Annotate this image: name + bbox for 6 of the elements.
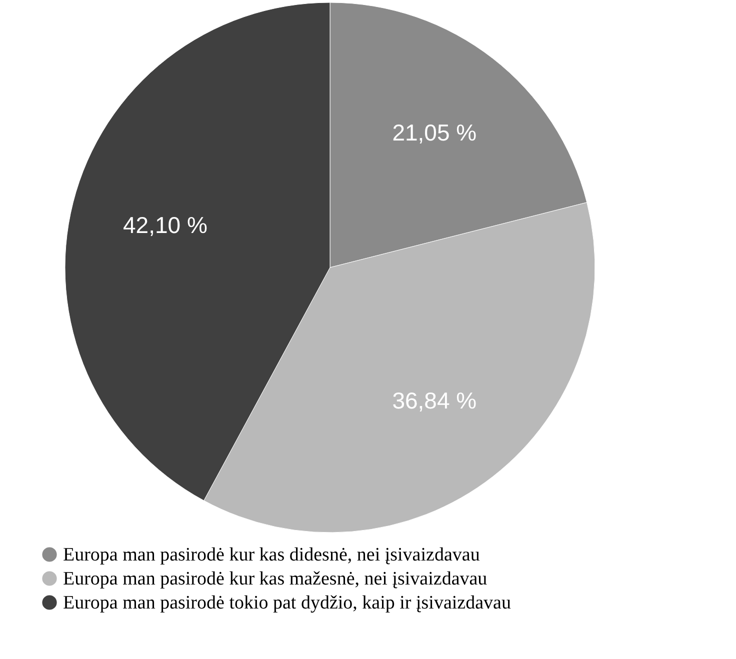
legend-label: Europa man pasirodė tokio pat dydžio, kaip ir įsivaizdavau: [63, 592, 512, 614]
data-label: 42,10 %: [123, 212, 208, 238]
legend-label: Europa man pasirodė kur kas mažesnė, nei įsivaizdavau: [63, 568, 488, 590]
data-label: 21,05 %: [392, 119, 477, 146]
data-label: 36,84 %: [392, 388, 477, 414]
legend-label: Europa man pasirodė kur kas didesnė, nei įsivaizdavau: [63, 544, 480, 566]
